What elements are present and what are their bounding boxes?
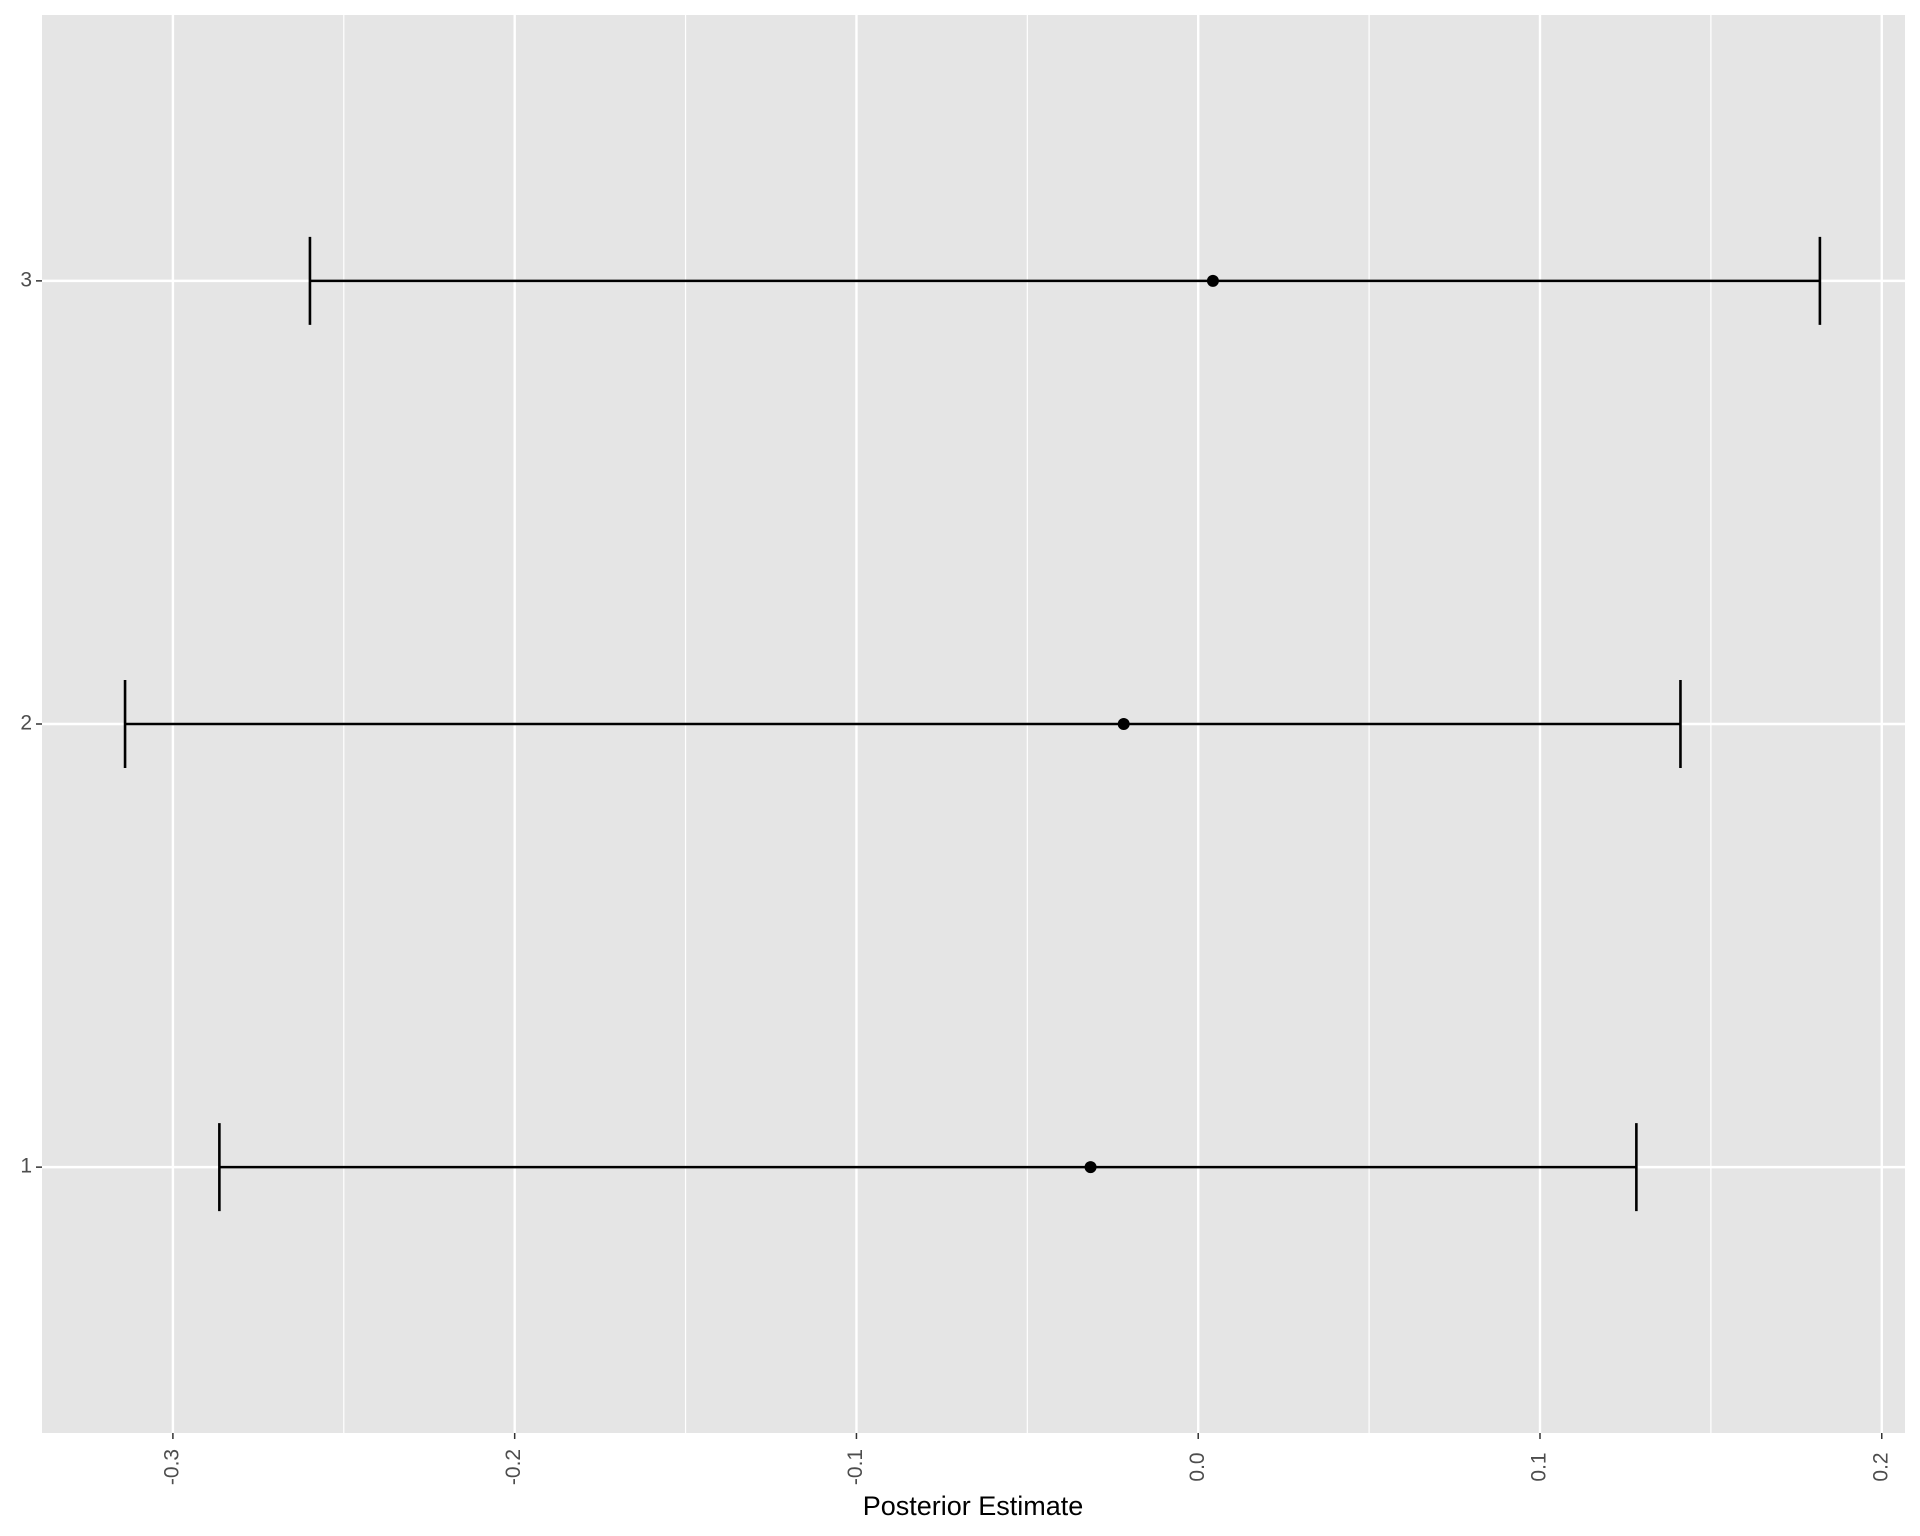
estimate-point bbox=[1117, 718, 1130, 730]
estimate-point bbox=[1206, 274, 1219, 287]
x-tick-label: -0.1 bbox=[844, 1449, 867, 1485]
x-tick-label: 0.0 bbox=[1186, 1452, 1209, 1481]
x-tick-label: 0.1 bbox=[1528, 1452, 1551, 1481]
estimate-point bbox=[1084, 1161, 1097, 1174]
x-tick-label: 0.2 bbox=[1869, 1452, 1892, 1481]
y-tick-label: 1 bbox=[20, 1155, 32, 1178]
y-tick-label: 2 bbox=[20, 712, 32, 735]
x-tick-label: -0.2 bbox=[502, 1449, 525, 1485]
y-tick-label: 3 bbox=[20, 268, 32, 291]
x-tick-label: -0.3 bbox=[160, 1449, 183, 1485]
x-axis-title: Posterior Estimate bbox=[863, 1491, 1084, 1521]
